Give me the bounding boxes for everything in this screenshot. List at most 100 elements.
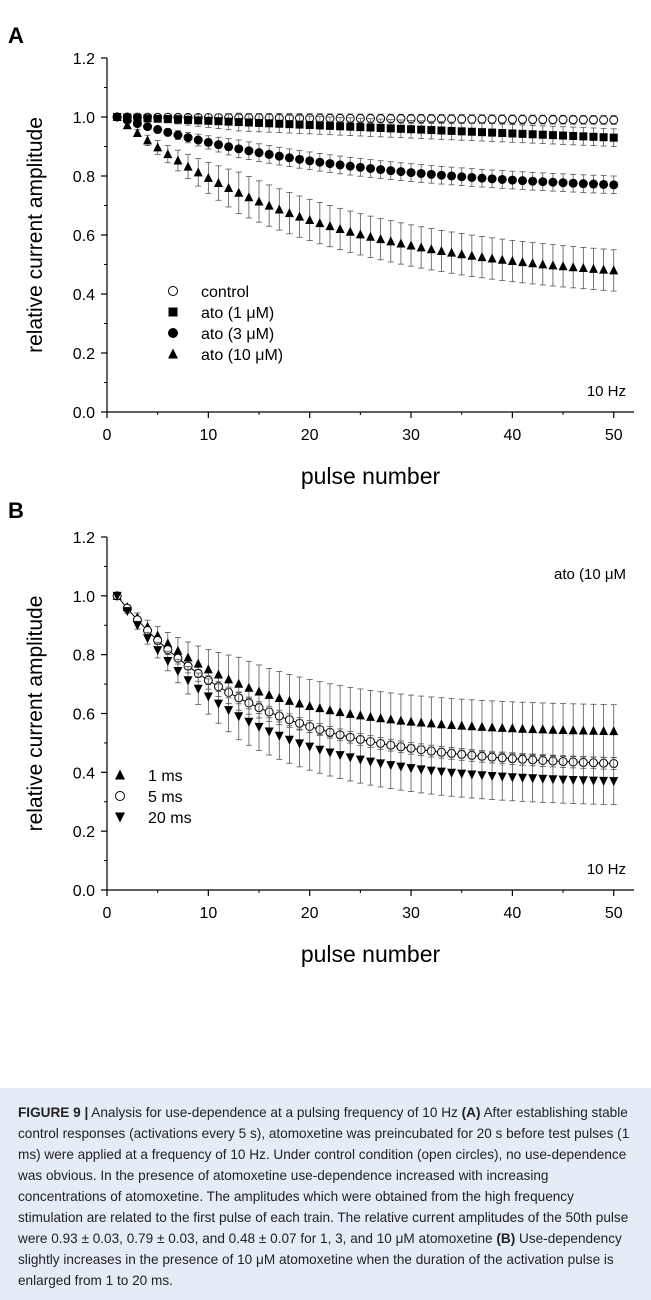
frequency-annotation: 10 Hz [587,861,626,878]
data-point [528,130,537,139]
data-point [578,115,588,125]
data-point [417,125,426,134]
data-point [284,695,294,705]
data-point [609,180,619,190]
data-point [568,262,578,272]
data-point [305,700,315,710]
data-point [426,244,436,254]
data-point [153,114,162,123]
data-point [234,118,243,127]
data-point [406,240,416,250]
data-point [376,713,386,723]
figure-caption: FIGURE 9 | Analysis for use-dependence a… [0,1088,651,1300]
caption-part2: After establishing stable control respon… [18,1105,630,1246]
caption-ref-b: (B) [496,1231,516,1246]
figure: A B 0.0 0.2 0.4 0.6 0.8 1.0 1.2 0 10 20 30 40 50 puls… [8,23,634,967]
x-axis-label: pulse number [301,941,441,967]
legend-marker [115,812,125,823]
data-point [386,166,396,176]
data-point [588,263,598,273]
data-point [426,169,436,179]
data-point [305,156,315,166]
data-point [488,128,497,137]
data-point [467,721,477,731]
data-point [588,776,598,786]
data-point [386,714,396,724]
data-point [355,162,365,172]
data-point [578,263,588,273]
data-point [274,151,284,161]
data-point [406,764,416,774]
data-point [497,114,507,124]
data-point [568,775,578,785]
data-point [163,115,172,124]
data-point [295,120,304,129]
data-point [213,140,223,150]
caption-ref-a: (A) [461,1105,481,1120]
y-axis-label: relative current amplitude [24,596,47,832]
data-point [112,112,122,121]
data-point [457,249,467,259]
data-point [173,667,183,677]
data-point [173,130,183,140]
data-point [244,682,254,692]
data-point [143,135,153,145]
data-point [366,231,375,241]
data-point [457,769,467,779]
data-point [406,716,416,726]
data-point [356,123,365,132]
data-point [345,226,355,236]
data-point [528,774,538,784]
data-point [224,674,234,684]
data-point [447,719,457,729]
y-tick-label: 0.2 [73,346,95,363]
data-point [305,742,315,752]
data-point [203,137,213,147]
data-point [457,114,467,124]
x-tick-label: 40 [503,905,521,922]
data-point [183,133,193,143]
data-point [548,131,557,140]
data-point [589,132,598,141]
data-point [315,745,325,755]
data-point [274,693,284,703]
data-point [406,168,416,178]
x-tick-label: 30 [402,905,420,922]
data-point [487,722,497,732]
y-tick-label: 0.0 [73,405,95,422]
x-tick-label: 40 [503,427,521,444]
series-2 [112,591,619,806]
data-point [599,776,609,786]
legend-label: control [201,284,249,301]
data-point [274,731,284,741]
data-point [528,114,538,124]
data-point [518,129,527,138]
data-point [143,122,153,132]
data-point [599,133,608,142]
legend: control ato (1 μM) ato (3 μM) ato (10 μM) [168,284,283,364]
chart-a: 0.0 0.2 0.4 0.6 0.8 1.0 1.2 0 10 20 30 40 50 pulse nu… [24,51,634,489]
data-point [143,634,153,644]
x-tick-label: 50 [605,905,623,922]
data-point [143,114,152,123]
data-point [487,114,497,124]
data-point [345,161,355,171]
y-tick-label: 0.0 [73,883,95,900]
caption-text: FIGURE 9 | Analysis for use-dependence a… [18,1102,633,1291]
data-point [335,707,345,717]
data-point [477,114,487,124]
legend-label: 1 ms [148,768,183,785]
data-point [507,723,517,733]
data-point [153,125,163,135]
y-tick-label: 0.6 [73,707,95,724]
data-point [396,715,406,725]
data-point [325,748,335,758]
data-point [213,178,223,188]
data-point [436,245,446,255]
data-point [497,174,507,184]
y-tick-label: 0.8 [73,169,95,186]
data-point [335,224,345,234]
data-point [528,724,538,734]
data-point [346,122,355,131]
data-point [376,165,386,175]
